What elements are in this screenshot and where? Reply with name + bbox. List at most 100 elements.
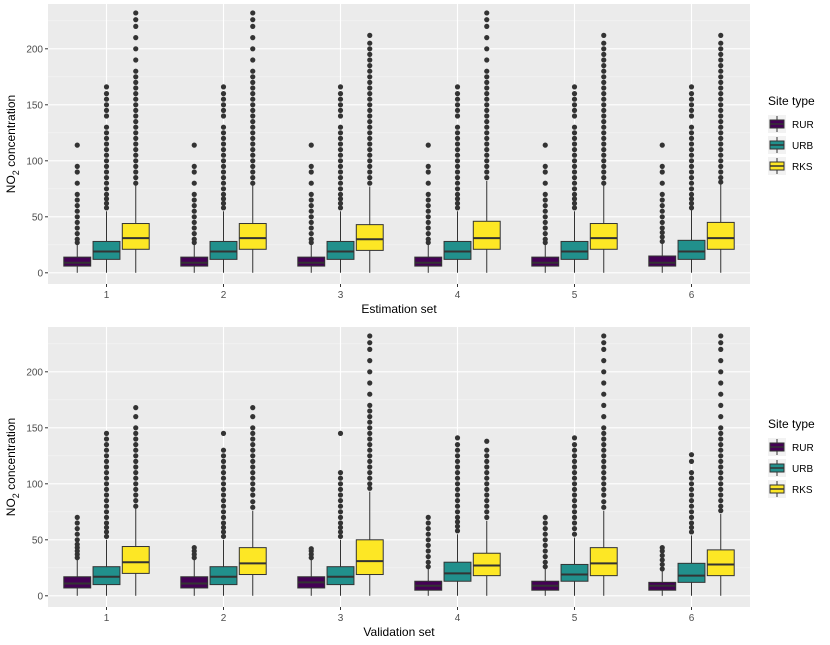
- box-iqr: [63, 576, 92, 589]
- outlier-point: [718, 402, 724, 408]
- outlier-point: [454, 158, 461, 164]
- outlier-point: [688, 470, 695, 476]
- outlier-point: [601, 430, 607, 436]
- outlier-point: [337, 205, 344, 211]
- outlier-point: [542, 203, 548, 209]
- outlier-point: [133, 464, 139, 470]
- outlier-point: [367, 102, 373, 108]
- outlier-point: [337, 107, 344, 113]
- chart-panel-2: 0 50 100 150 200 1 2 3 4 5 6 Validation set NO2 conc…: [4, 327, 815, 639]
- outlier-point: [337, 533, 344, 540]
- outlier-point: [250, 430, 256, 436]
- outlier-point: [250, 96, 256, 102]
- outlier-point: [484, 158, 490, 164]
- plot-background: [48, 327, 750, 607]
- outlier-point: [337, 191, 344, 197]
- outlier-point: [718, 175, 724, 181]
- outlier-point: [103, 514, 110, 521]
- outlier-point: [308, 219, 314, 225]
- outlier-point: [133, 147, 139, 153]
- outlier-point: [454, 175, 461, 181]
- outlier-point: [601, 470, 607, 476]
- outlier-point: [454, 453, 461, 459]
- x-tick-label: 5: [572, 613, 578, 624]
- outlier-point: [337, 180, 344, 186]
- outlier-point: [484, 470, 490, 476]
- box-iqr: [180, 576, 209, 589]
- outlier-point: [133, 130, 139, 136]
- outlier-point: [308, 203, 314, 209]
- outlier-point: [718, 85, 724, 91]
- outlier-point: [601, 63, 607, 69]
- outlier-point: [103, 475, 110, 481]
- outlier-point: [454, 169, 461, 175]
- outlier-point: [103, 141, 110, 147]
- outlier-point: [191, 203, 197, 209]
- outlier-point: [133, 124, 139, 130]
- outlier-point: [571, 205, 578, 211]
- outlier-point: [367, 333, 373, 339]
- outlier-point: [542, 231, 548, 237]
- outlier-point: [688, 481, 695, 487]
- outlier-point: [220, 529, 227, 535]
- outlier-point: [688, 191, 695, 197]
- outlier-point: [367, 107, 373, 113]
- outlier-point: [484, 447, 490, 453]
- outlier-point: [191, 180, 197, 186]
- outlier-point: [484, 57, 490, 63]
- outlier-point: [454, 519, 461, 525]
- outlier-point: [220, 91, 227, 97]
- x-tick-label: 4: [455, 290, 461, 301]
- outlier-point: [601, 91, 607, 97]
- outlier-point: [659, 552, 665, 559]
- outlier-point: [367, 458, 373, 464]
- outlier-point: [571, 200, 578, 206]
- outlier-point: [484, 124, 490, 130]
- legend-key-rks: [768, 480, 786, 498]
- outlier-point: [454, 152, 461, 158]
- outlier-point: [133, 169, 139, 175]
- outlier-point: [367, 79, 373, 85]
- outlier-point: [718, 40, 724, 46]
- outlier-point: [688, 163, 695, 169]
- outlier-point: [250, 124, 256, 130]
- outlier-point: [688, 503, 695, 509]
- outlier-point: [688, 175, 695, 181]
- outlier-point: [688, 96, 695, 102]
- x-tick-label: 2: [221, 290, 227, 301]
- x-tick-label: 6: [689, 290, 695, 301]
- outlier-point: [484, 481, 490, 487]
- outlier-point: [191, 169, 197, 175]
- outlier-point: [542, 520, 548, 526]
- plot-background: [48, 4, 750, 284]
- box-iqr: [297, 256, 326, 267]
- outlier-point: [571, 464, 578, 470]
- legend-key-rur: [768, 438, 786, 456]
- outlier-point: [74, 219, 80, 225]
- outlier-point: [250, 499, 256, 505]
- outlier-point: [718, 57, 724, 63]
- legend-key-rks: [768, 157, 786, 175]
- outlier-point: [337, 498, 344, 504]
- outlier-point: [718, 107, 724, 113]
- outlier-point: [250, 486, 256, 492]
- outlier-point: [220, 514, 227, 521]
- outlier-point: [367, 152, 373, 158]
- outlier-point: [718, 486, 724, 492]
- outlier-point: [425, 537, 431, 543]
- outlier-point: [367, 430, 373, 436]
- box-rur-set-3: [297, 546, 326, 596]
- outlier-point: [601, 51, 607, 58]
- outlier-point: [337, 158, 344, 164]
- outlier-point: [484, 74, 490, 80]
- outlier-point: [250, 453, 256, 459]
- outlier-point: [571, 113, 578, 119]
- outlier-point: [601, 464, 607, 470]
- outlier-point: [718, 130, 724, 136]
- box-iqr: [472, 552, 501, 577]
- outlier-point: [133, 503, 139, 509]
- box-iqr: [589, 223, 618, 250]
- outlier-point: [133, 23, 139, 29]
- outlier-point: [367, 91, 373, 97]
- outlier-point: [425, 231, 431, 237]
